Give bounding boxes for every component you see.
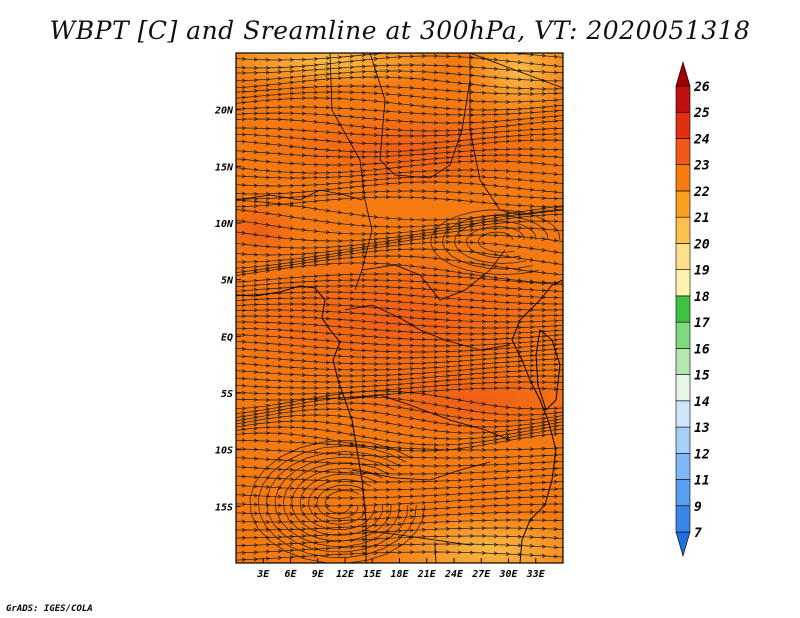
lon-tick-label: 9E <box>312 569 325 580</box>
lon-tick-label: 18E <box>390 569 409 580</box>
colorbar-segment <box>675 269 691 297</box>
colorbar-label: 13 <box>694 421 710 436</box>
lon-tick-label: 30E <box>498 569 518 580</box>
lat-tick-label: 15S <box>215 502 233 513</box>
colorbar-label: 16 <box>694 342 710 357</box>
colorbar-label: 7 <box>694 526 702 541</box>
colorbar-segment <box>675 164 691 192</box>
country-borders <box>236 53 563 563</box>
colorbar-label: 19 <box>694 264 710 279</box>
coastlines <box>236 279 563 563</box>
lon-tick-label: 24E <box>444 569 464 580</box>
streamline <box>249 439 426 563</box>
streamline <box>299 473 377 531</box>
colorbar-segment <box>675 505 691 533</box>
lat-tick-label: 20N <box>214 106 234 117</box>
lon-tick-label: 12E <box>336 569 355 580</box>
colorbar-segment <box>675 243 691 270</box>
colorbar-segment <box>675 138 691 166</box>
colorbar-label: 9 <box>694 500 702 515</box>
colorbar-segment <box>675 452 691 480</box>
map-title: WBPT [C] and Sreamline at 300hPa, VT: 20… <box>49 16 751 45</box>
colorbar-segment <box>675 85 691 113</box>
streamline <box>324 490 359 514</box>
lon-tick-label: 27E <box>471 569 491 580</box>
streamline <box>274 456 400 547</box>
colorbar-label: 20 <box>693 237 710 252</box>
lon-tick-label: 3E <box>256 569 270 580</box>
streamline <box>316 484 365 520</box>
colorbar-label: 14 <box>694 395 710 410</box>
lat-tick-label: 5S <box>221 389 233 400</box>
lon-tick-label: 6E <box>284 569 297 580</box>
streamline <box>442 215 549 270</box>
colorbar-segment <box>675 479 691 507</box>
lat-tick-label: EQ <box>221 332 233 343</box>
streamline <box>291 467 384 536</box>
streamline <box>266 451 409 553</box>
colorbar-label: 21 <box>693 211 710 226</box>
colorbar-segment <box>675 531 691 558</box>
colorbar-label: 26 <box>693 80 710 95</box>
lat-tick-label: 5N <box>221 276 234 287</box>
lat-tick-label: 10S <box>215 446 233 457</box>
colorbar-segment <box>675 348 691 375</box>
colorbar-segment <box>675 295 691 323</box>
streamline <box>308 479 371 525</box>
grads-credit: GrADS: IGES/COLA <box>6 604 93 614</box>
colorbar-label: 22 <box>693 185 710 200</box>
streamline <box>236 552 563 561</box>
lat-tick-label: 10N <box>215 219 234 230</box>
colorbar-label: 15 <box>694 369 710 384</box>
colorbar-segment <box>675 400 691 428</box>
colorbar-label: 12 <box>694 447 710 462</box>
latitude-axis: 20N 15N 10N 5N EQ 5S 10S 15S <box>214 106 241 513</box>
colorbar-label: 18 <box>694 290 710 305</box>
lat-tick-label: 15N <box>215 162 234 173</box>
lon-tick-label: 21E <box>417 569 437 580</box>
colorbar: 7 9 11 12 13 14 15 16 17 18 19 20 21 22 23 24 25 26 <box>675 60 710 558</box>
colorbar-segment <box>675 426 691 454</box>
streamline <box>478 231 515 253</box>
lon-tick-label: 15E <box>363 569 382 580</box>
colorbar-segment <box>675 190 691 218</box>
streamline <box>283 462 392 542</box>
wbpt-field <box>236 53 563 563</box>
streamline <box>430 209 561 275</box>
streamline <box>454 220 537 264</box>
colorbar-segment <box>675 374 691 402</box>
longitude-axis: 3E 6E 9E 12E 15E 18E 21E 24E 27E 30E 33E <box>256 558 546 580</box>
colorbar-label: 11 <box>694 474 710 489</box>
colorbar-label: 25 <box>693 106 710 121</box>
streamlines <box>236 53 563 563</box>
colorbar-label: 17 <box>694 316 710 331</box>
colorbar-segment <box>675 111 691 139</box>
colorbar-segment <box>675 60 691 87</box>
colorbar-label: 23 <box>693 159 710 174</box>
colorbar-segment <box>675 216 691 244</box>
streamline <box>257 445 417 558</box>
lon-tick-label: 33E <box>526 569 546 580</box>
colorbar-label: 24 <box>693 132 710 147</box>
streamline <box>466 226 525 259</box>
colorbar-segment <box>675 321 691 349</box>
